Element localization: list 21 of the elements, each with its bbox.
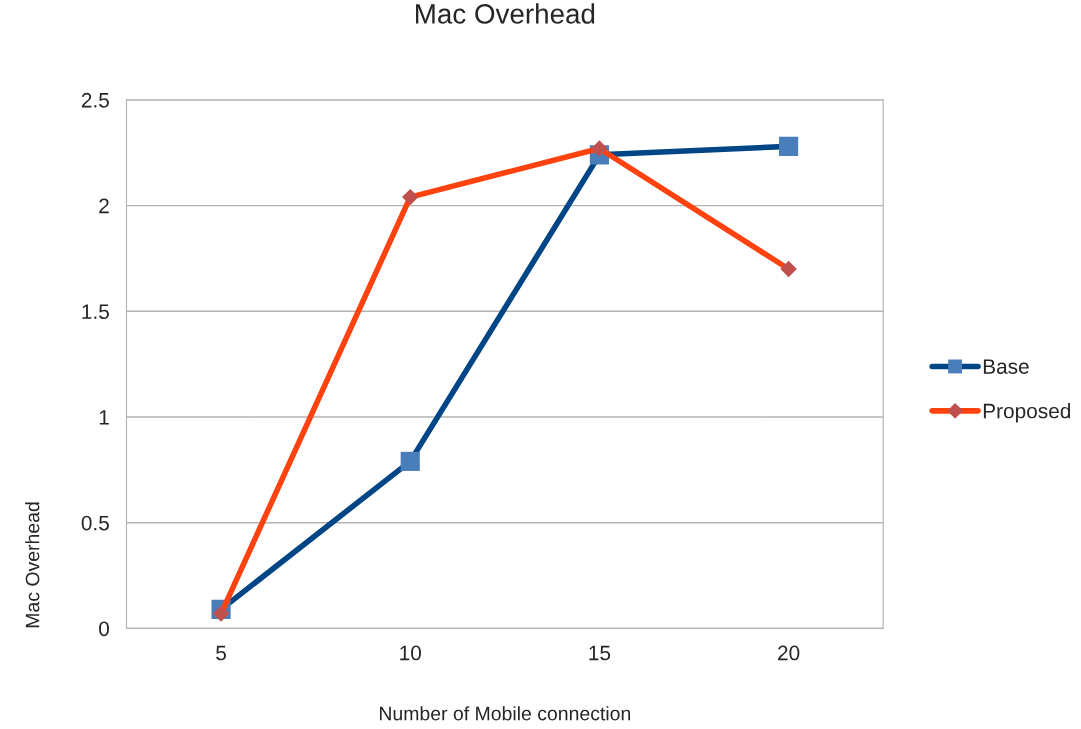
x-tick-label: 20 bbox=[778, 645, 800, 661]
y-tick-label: 0 bbox=[99, 621, 109, 637]
x-axis-title: Number of Mobile connection bbox=[379, 706, 631, 721]
legend-label: Base bbox=[983, 359, 1029, 374]
point bbox=[400, 451, 420, 471]
point bbox=[591, 140, 608, 157]
x-tick-label: 5 bbox=[216, 645, 226, 661]
x-tick-label: 15 bbox=[589, 645, 611, 661]
point bbox=[212, 605, 230, 622]
y-tick-label: 2.5 bbox=[81, 92, 109, 108]
y-tick-label: 0.5 bbox=[81, 515, 109, 531]
y-axis-title: Mac Overhead bbox=[25, 502, 40, 628]
y-tick-label: 2 bbox=[99, 198, 109, 214]
y-tick-label: 1.5 bbox=[82, 304, 109, 320]
chart-title: Mac Overhead bbox=[416, 3, 595, 24]
point bbox=[402, 188, 419, 206]
point bbox=[780, 260, 797, 278]
y-tick-label: 1 bbox=[99, 410, 109, 425]
point bbox=[779, 136, 799, 156]
x-tick-label: 10 bbox=[400, 645, 422, 661]
legend-label: Proposed bbox=[983, 403, 1071, 423]
